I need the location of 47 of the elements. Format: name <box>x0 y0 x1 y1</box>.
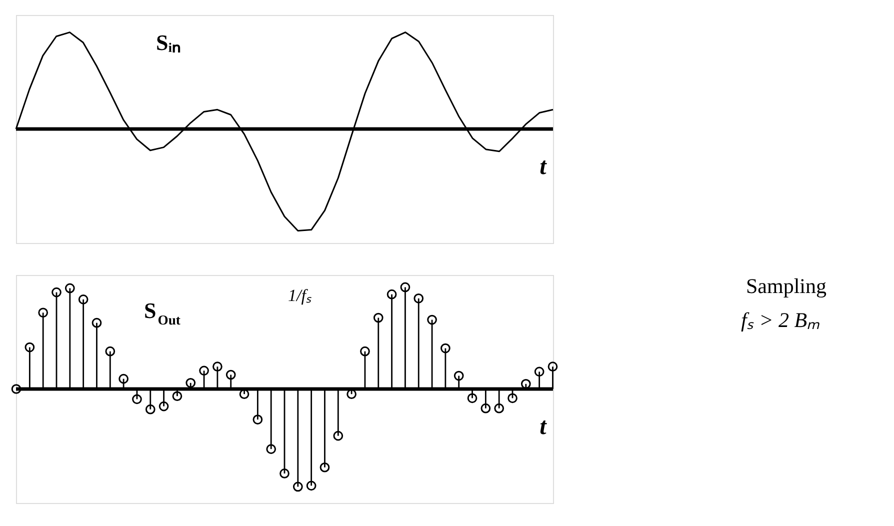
point <box>118 374 128 384</box>
annotation: 1/fₛ <box>288 286 312 305</box>
point <box>400 282 410 292</box>
text: Sampling <box>746 274 828 298</box>
point <box>548 362 558 372</box>
point <box>467 393 478 404</box>
point <box>105 346 116 356</box>
point <box>11 384 22 394</box>
point <box>292 482 303 492</box>
point <box>333 430 344 441</box>
point <box>266 444 276 454</box>
point <box>252 414 263 424</box>
point <box>52 287 62 298</box>
x-axis-title: t <box>540 414 548 440</box>
point <box>534 366 544 377</box>
point <box>440 343 450 354</box>
point <box>24 342 35 352</box>
point <box>494 403 504 414</box>
point <box>158 401 169 412</box>
point <box>427 314 437 325</box>
point <box>92 318 102 328</box>
point <box>132 394 142 404</box>
text: fₛ > 2 Bₘ <box>741 308 820 332</box>
point <box>306 480 316 491</box>
point <box>414 293 424 304</box>
point <box>64 283 75 294</box>
point <box>186 378 196 388</box>
point <box>239 389 250 400</box>
annotation: Sᵢₙ <box>156 30 182 55</box>
point <box>454 370 464 381</box>
point <box>346 389 356 400</box>
point <box>320 462 330 472</box>
point <box>480 403 491 414</box>
point <box>508 393 518 404</box>
point <box>386 289 397 300</box>
point <box>212 362 222 372</box>
point <box>199 366 209 376</box>
point <box>226 370 236 380</box>
x-axis-title: t <box>540 154 548 180</box>
point <box>145 404 156 414</box>
point <box>520 378 531 389</box>
point <box>38 308 48 318</box>
point <box>172 391 182 402</box>
point <box>360 346 370 356</box>
point <box>78 294 88 304</box>
point <box>280 468 290 478</box>
point <box>373 312 384 323</box>
